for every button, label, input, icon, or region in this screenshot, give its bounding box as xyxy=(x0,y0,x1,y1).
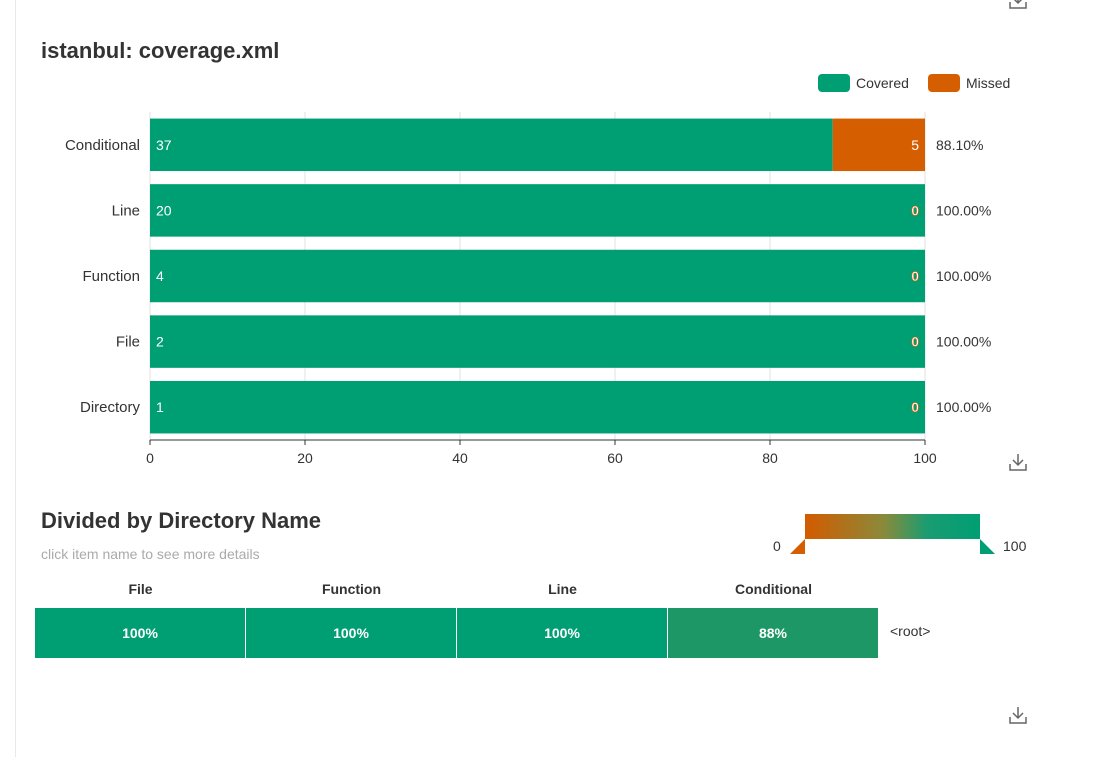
download-icon-chart[interactable] xyxy=(1008,452,1028,472)
coverage-chart-title: istanbul: coverage.xml xyxy=(41,38,280,63)
category-label: Function xyxy=(82,268,140,285)
bar-covered xyxy=(150,380,925,434)
percent-label: 100.00% xyxy=(936,334,991,350)
bar-covered xyxy=(150,118,833,172)
bar-covered xyxy=(150,184,925,237)
heatmap-col-conditional: Conditional xyxy=(735,581,812,597)
directory-chart-title: Divided by Directory Name xyxy=(41,508,321,533)
legend-covered[interactable]: Covered xyxy=(818,74,909,92)
visual-map-gradient xyxy=(805,514,980,539)
x-tick-label: 60 xyxy=(607,450,623,466)
legend-covered-swatch xyxy=(818,74,850,92)
legend-missed[interactable]: Missed xyxy=(928,74,1010,92)
heatmap-row-label-root[interactable]: <root> xyxy=(890,623,931,639)
percent-label: 88.10% xyxy=(936,137,983,153)
missed-value-label: 0 xyxy=(911,334,919,350)
heatmap-header: File Function Line Conditional xyxy=(35,578,879,600)
x-tick-label: 100 xyxy=(913,450,937,466)
bar-missed xyxy=(832,118,925,172)
bar-covered xyxy=(150,315,925,368)
visual-map-max-handle[interactable] xyxy=(980,539,995,554)
category-label: File xyxy=(116,334,140,351)
heatmap-cell-conditional[interactable]: 88% xyxy=(668,608,878,658)
covered-value-label: 37 xyxy=(156,137,172,153)
x-tick-label: 20 xyxy=(297,450,313,466)
heatmap-col-file: File xyxy=(128,581,153,597)
heatmap-cell-file[interactable]: 100% xyxy=(35,608,245,658)
panel-left-border xyxy=(15,0,16,757)
category-label: Directory xyxy=(80,399,141,416)
heatmap-cell-function[interactable]: 100% xyxy=(246,608,456,658)
x-tick-label: 0 xyxy=(146,450,154,466)
heatmap-col-function: Function xyxy=(321,581,382,597)
missed-value-label: 0 xyxy=(911,399,919,415)
visual-map-min-handle[interactable] xyxy=(790,539,805,554)
heatmap-row-root: 100% 100% 100% 88% xyxy=(35,608,879,658)
download-icon-heatmap[interactable] xyxy=(1008,705,1028,725)
covered-value-label: 2 xyxy=(156,334,164,350)
legend-covered-label: Covered xyxy=(856,75,909,91)
percent-label: 100.00% xyxy=(936,268,991,284)
missed-value-label: 5 xyxy=(911,137,919,153)
bar-covered xyxy=(150,249,925,303)
directory-heatmap: File Function Line Conditional 100% 100%… xyxy=(35,578,879,658)
visual-map-max-label: 100 xyxy=(1003,538,1027,554)
missed-value-label: 0 xyxy=(911,268,919,284)
visual-map-min-label: 0 xyxy=(773,538,781,554)
heatmap-cell-line[interactable]: 100% xyxy=(457,608,667,658)
covered-value-label: 20 xyxy=(156,202,172,218)
percent-label: 100.00% xyxy=(936,399,991,415)
legend-missed-swatch xyxy=(928,74,960,92)
missed-value-label: 0 xyxy=(911,202,919,218)
covered-value-label: 4 xyxy=(156,268,164,284)
heatmap-col-line: Line xyxy=(548,581,577,597)
covered-value-label: 1 xyxy=(156,399,164,415)
category-label: Conditional xyxy=(65,137,140,154)
category-label: Line xyxy=(112,202,140,219)
directory-chart-subtitle: click item name to see more details xyxy=(41,546,260,562)
legend-missed-label: Missed xyxy=(966,75,1011,91)
x-tick-label: 80 xyxy=(762,450,778,466)
download-icon-top[interactable] xyxy=(1008,0,1028,10)
percent-label: 100.00% xyxy=(936,202,991,218)
x-tick-label: 40 xyxy=(452,450,468,466)
